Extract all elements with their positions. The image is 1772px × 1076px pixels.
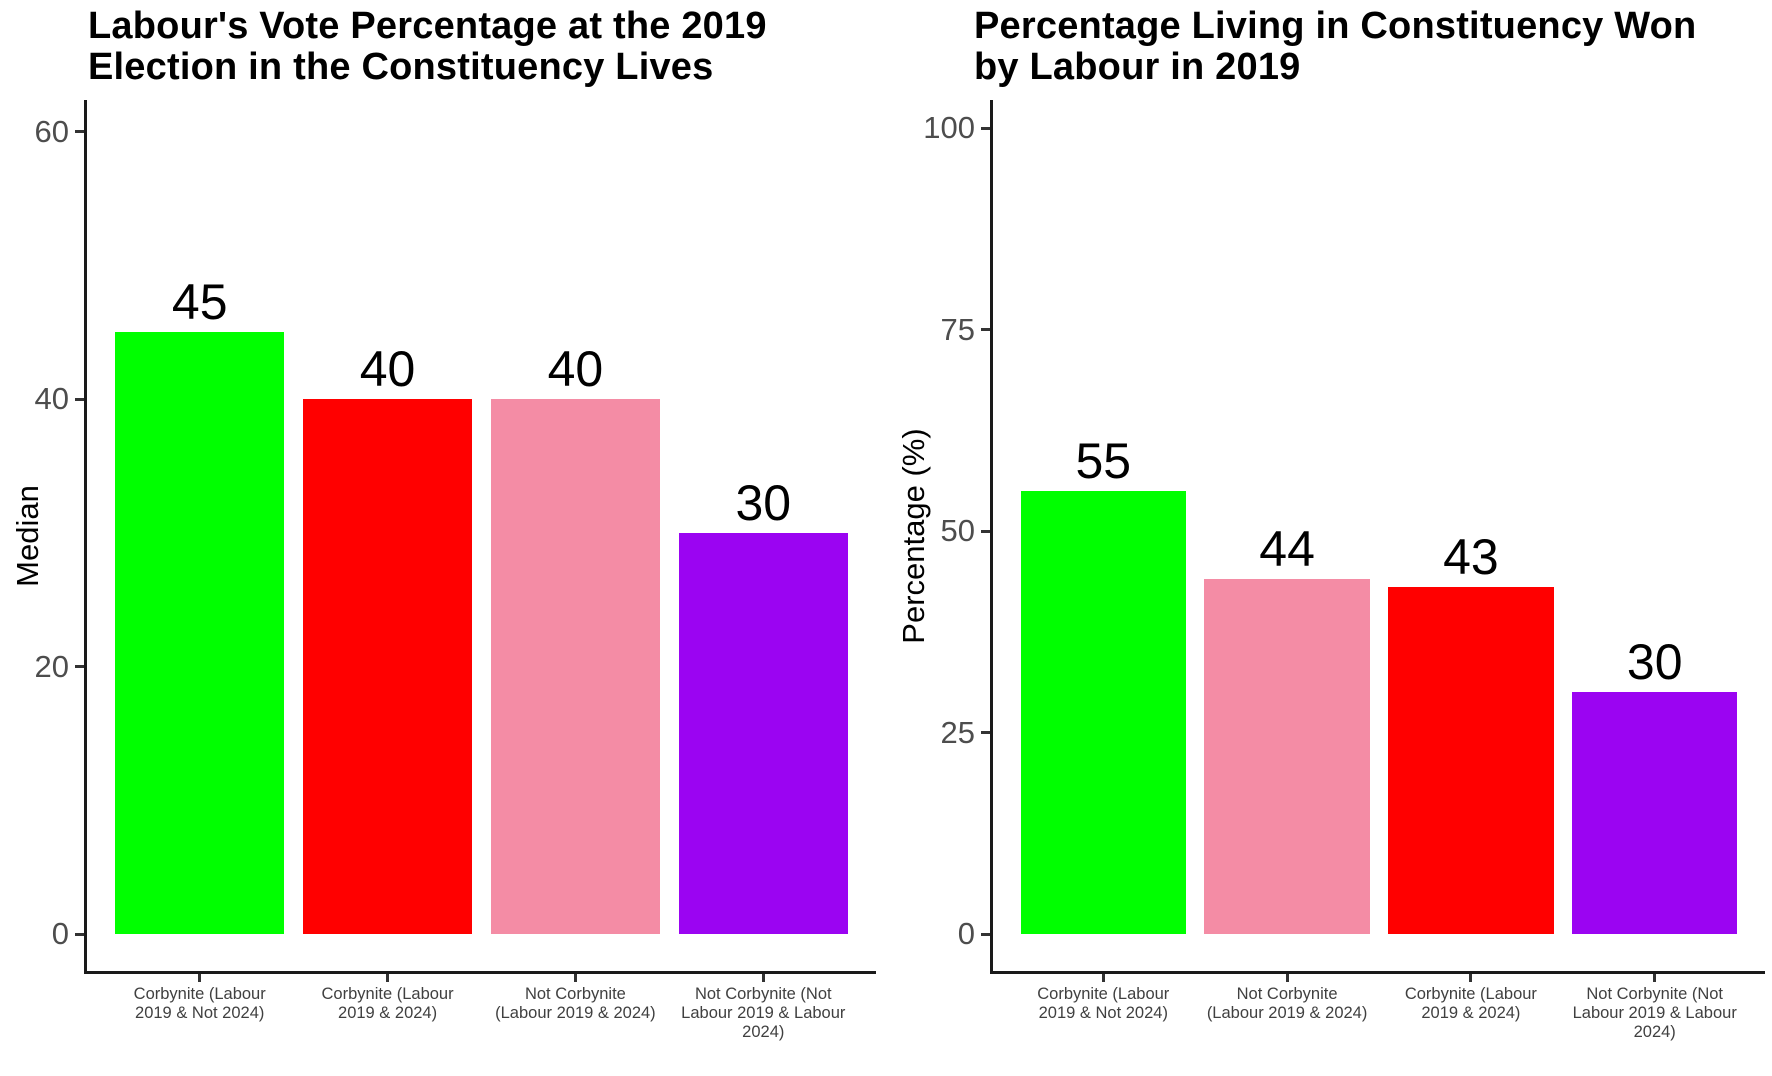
bar [678, 532, 848, 934]
y-tick-label: 50 [940, 513, 975, 548]
y-tick-mark [75, 665, 84, 669]
bar [1020, 490, 1186, 934]
x-category-label: Not Corbynite (Not Labour 2019 & Labour … [1572, 985, 1737, 1041]
x-tick-mark [1469, 974, 1473, 982]
x-category-label: Not Corbynite (Labour 2019 & 2024) [1206, 985, 1368, 1022]
y-tick-label: 25 [940, 714, 975, 750]
x-axis-line [84, 971, 876, 974]
chart-title: Percentage Living in Constituency Won by… [974, 5, 1697, 88]
bar-value-label: 30 [735, 474, 792, 531]
bar [1388, 587, 1554, 934]
y-tick-mark [75, 130, 84, 134]
bar-value-label: 40 [359, 341, 416, 398]
y-tick-mark [981, 328, 990, 331]
y-tick-mark [981, 932, 990, 936]
x-category-label: Corbynite (Labour 2019 & Not 2024) [1037, 985, 1170, 1022]
y-tick-mark [981, 731, 990, 734]
chart-percentage-living-constituency-won: Percentage Living in Constituency Won by… [886, 0, 1772, 1076]
y-tick-label: 40 [34, 381, 69, 417]
bar [303, 399, 473, 934]
x-category-label: Not Corbynite (Not Labour 2019 & Labour … [681, 985, 846, 1041]
bar-value-label: 43 [1443, 529, 1499, 586]
x-tick-mark [1285, 974, 1289, 982]
bar [1572, 692, 1738, 934]
y-tick-mark [981, 529, 990, 533]
x-category-label: Corbynite (Labour 2019 & Not 2024) [133, 985, 266, 1022]
x-axis-line [990, 971, 1765, 974]
y-tick-label: 0 [957, 916, 975, 951]
y-tick-label: 20 [34, 648, 69, 684]
bar [1204, 579, 1370, 934]
bar [115, 332, 285, 934]
bar-value-label: 45 [171, 274, 228, 331]
y-tick-mark [75, 932, 84, 936]
bar-value-label: 30 [1626, 634, 1683, 691]
bar-value-label: 44 [1259, 521, 1315, 578]
bar-value-label: 55 [1075, 432, 1132, 489]
y-axis-line [990, 100, 993, 974]
chart-labour-vote-percentage-2019: Labour's Vote Percentage at the 2019 Ele… [10, 5, 876, 1041]
x-tick-mark [198, 974, 202, 982]
x-category-label: Not Corbynite (Labour 2019 & 2024) [495, 985, 656, 1022]
y-tick-label: 75 [940, 311, 975, 347]
x-tick-mark [386, 974, 390, 982]
y-tick-label: 100 [923, 110, 975, 145]
x-tick-mark [1653, 974, 1657, 982]
bar [490, 399, 660, 934]
y-axis-line [84, 100, 87, 974]
y-tick-mark [981, 126, 990, 130]
y-tick-label: 0 [51, 916, 69, 951]
y-tick-label: 60 [34, 113, 69, 149]
x-category-label: Corbynite (Labour 2019 & 2024) [321, 985, 454, 1022]
bar-value-label: 40 [547, 341, 604, 398]
chart-title: Labour's Vote Percentage at the 2019 Ele… [88, 5, 767, 88]
x-tick-mark [761, 974, 765, 982]
y-tick-mark [75, 397, 84, 401]
y-axis-label: Median [10, 484, 45, 587]
x-tick-mark [573, 974, 577, 982]
x-tick-mark [1101, 974, 1105, 982]
x-category-label: Corbynite (Labour 2019 & 2024) [1404, 985, 1537, 1022]
